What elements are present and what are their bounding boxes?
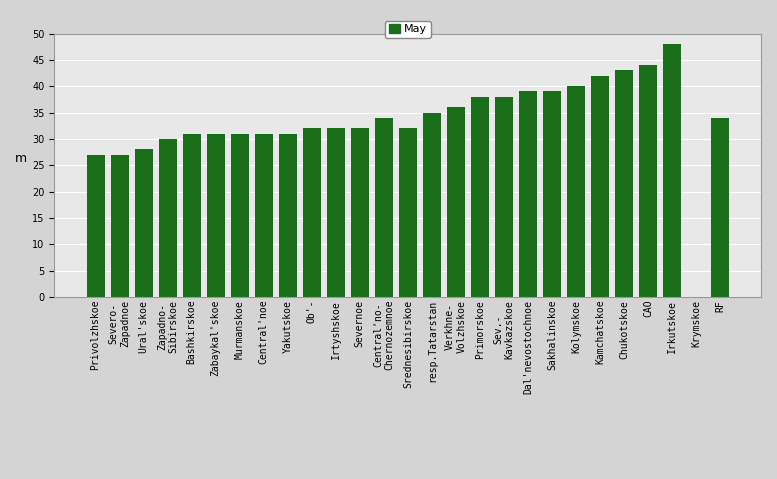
Bar [447, 107, 465, 297]
Bar [471, 97, 489, 297]
Bar [351, 128, 369, 297]
Bar [711, 118, 730, 297]
Bar [327, 128, 345, 297]
Bar [567, 86, 585, 297]
Bar [519, 91, 537, 297]
Bar [183, 134, 200, 297]
Bar [207, 134, 225, 297]
Bar [159, 139, 176, 297]
Bar [543, 91, 561, 297]
Bar [591, 76, 609, 297]
Bar [399, 128, 417, 297]
Bar [495, 97, 513, 297]
Bar [279, 134, 297, 297]
Bar [303, 128, 321, 297]
Legend: May: May [385, 21, 430, 38]
Bar [423, 113, 441, 297]
Y-axis label: m: m [15, 152, 27, 165]
Bar [134, 149, 152, 297]
Bar [86, 155, 105, 297]
Bar [231, 134, 249, 297]
Bar [110, 155, 128, 297]
Bar [664, 44, 681, 297]
Bar [255, 134, 273, 297]
Bar [375, 118, 393, 297]
Bar [615, 70, 633, 297]
Bar [639, 65, 657, 297]
